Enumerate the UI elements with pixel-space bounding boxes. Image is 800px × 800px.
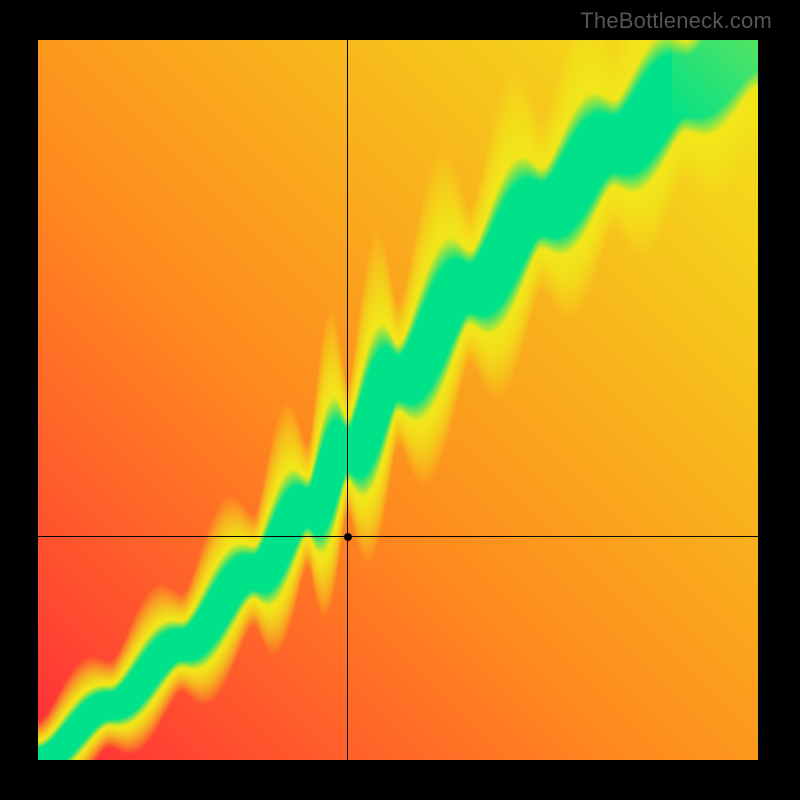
- crosshair-vertical: [347, 40, 348, 760]
- crosshair-horizontal: [38, 536, 758, 537]
- bottleneck-heatmap: [38, 40, 758, 760]
- crosshair-marker: [344, 533, 352, 541]
- figure-root: { "watermark": "TheBottleneck.com", "can…: [0, 0, 800, 800]
- watermark-text: TheBottleneck.com: [580, 8, 772, 34]
